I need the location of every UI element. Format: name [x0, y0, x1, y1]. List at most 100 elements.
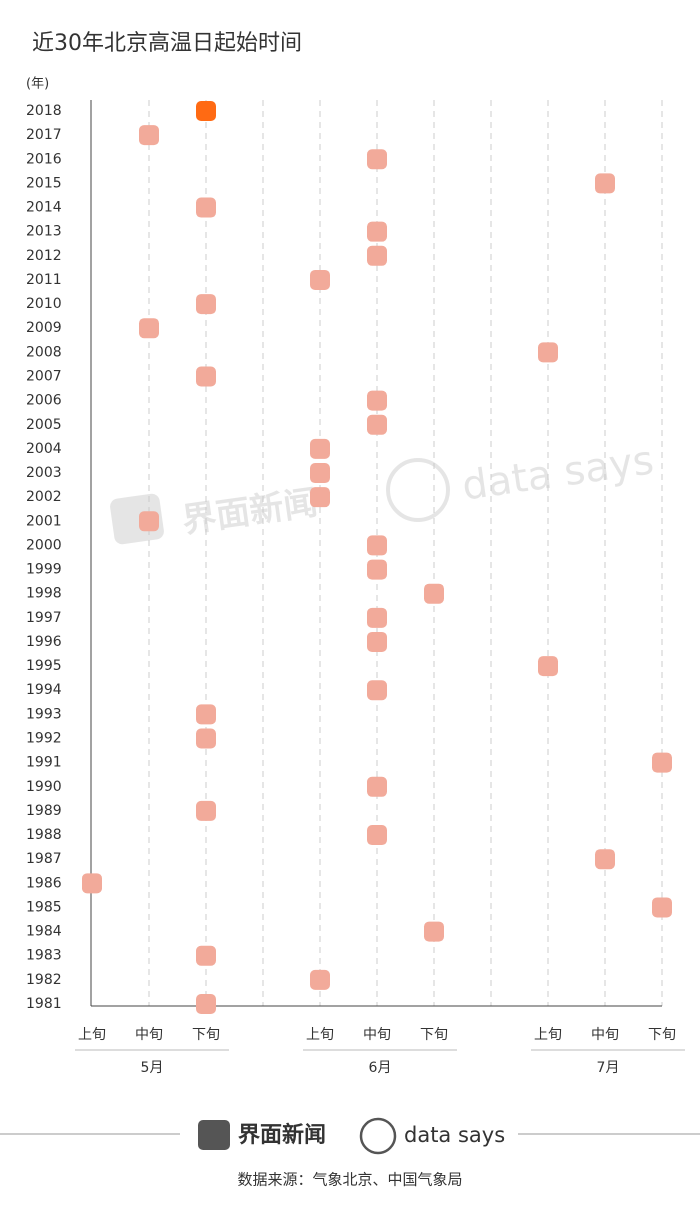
dot: [367, 825, 387, 846]
dot: [367, 149, 387, 170]
y-unit: (年): [26, 77, 49, 92]
y-tick-label: 2012: [26, 248, 62, 264]
group-label: 5月: [141, 1060, 164, 1076]
y-tick-label: 1991: [26, 755, 62, 771]
dot: [310, 969, 330, 990]
dot: [595, 849, 615, 870]
y-tick-label: 1992: [26, 731, 62, 747]
y-tick-label: 2009: [26, 320, 62, 336]
dot: [196, 945, 216, 966]
y-tick-label: 2002: [26, 489, 62, 505]
dot: [196, 728, 216, 749]
x-tick-label: 上旬: [534, 1027, 562, 1043]
dot: [652, 897, 672, 918]
source: 数据来源：气象北京、中国气象局: [237, 1171, 462, 1189]
dot: [310, 269, 330, 290]
y-tick-label: 2014: [26, 200, 62, 216]
y-tick-label: 2010: [26, 296, 62, 312]
y-tick-label: 2007: [26, 368, 62, 384]
dot: [367, 680, 387, 701]
y-tick-label: 2013: [26, 224, 62, 240]
y-tick-label: 2005: [26, 417, 62, 433]
watermark-partner: data says: [459, 437, 656, 509]
y-tick-label: 2018: [26, 103, 62, 119]
brand-icon: [198, 1120, 230, 1150]
watermark-icon: [110, 493, 164, 545]
dot: [367, 245, 387, 266]
x-tick-label: 中旬: [363, 1027, 391, 1043]
dot: [367, 559, 387, 580]
y-tick-label: 1988: [26, 827, 62, 843]
dot: [139, 318, 159, 339]
dot: [139, 511, 159, 532]
x-tick-label: 中旬: [591, 1027, 619, 1043]
dot: [367, 607, 387, 628]
y-tick-label: 1999: [26, 562, 62, 578]
dot: [196, 197, 216, 218]
dot: [310, 438, 330, 459]
y-tick-label: 1998: [26, 586, 62, 602]
y-tick-label: 2015: [26, 175, 62, 191]
dot: [424, 921, 444, 942]
y-tick-label: 2004: [26, 441, 62, 457]
group-label: 7月: [597, 1060, 620, 1076]
y-tick-label: 2001: [26, 513, 62, 529]
dot: [538, 656, 558, 677]
x-tick-label: 下旬: [192, 1027, 220, 1043]
y-tick-label: 1983: [26, 948, 62, 964]
dot: [310, 463, 330, 484]
dot: [367, 535, 387, 556]
y-tick-label: 1981: [26, 996, 62, 1012]
y-tick-label: 2008: [26, 344, 62, 360]
dot: [367, 414, 387, 435]
dot: [538, 342, 558, 363]
y-tick-label: 1996: [26, 634, 62, 650]
dot: [196, 294, 216, 315]
dot: [196, 704, 216, 725]
dot: [367, 390, 387, 411]
y-tick-label: 1990: [26, 779, 62, 795]
y-tick-label: 1989: [26, 803, 62, 819]
y-tick-label: 1993: [26, 706, 62, 722]
y-tick-label: 1984: [26, 924, 62, 940]
dot: [139, 125, 159, 146]
dot: [367, 631, 387, 652]
dot: [367, 221, 387, 242]
y-tick-label: 2016: [26, 151, 62, 167]
y-tick-label: 1985: [26, 899, 62, 915]
dot: [196, 800, 216, 821]
y-tick-label: 1995: [26, 658, 62, 674]
footer-brand: 界面新闻: [238, 1122, 326, 1148]
x-tick-label: 下旬: [648, 1027, 676, 1043]
y-tick-label: 1986: [26, 875, 62, 891]
y-tick-label: 1982: [26, 972, 62, 988]
x-tick-label: 下旬: [420, 1027, 448, 1043]
x-tick-label: 中旬: [135, 1027, 163, 1043]
dot: [424, 583, 444, 604]
y-tick-label: 1997: [26, 610, 62, 626]
watermark: 界面新闻 data says: [110, 437, 656, 545]
dot: [367, 776, 387, 797]
y-tick-label: 1987: [26, 851, 62, 867]
footer-partner: data says: [404, 1123, 505, 1147]
dot: [196, 366, 216, 387]
watermark-logo: [386, 458, 450, 522]
dot: [196, 101, 216, 121]
y-tick-label: 1994: [26, 682, 62, 698]
dot: [595, 173, 615, 194]
dot: [82, 873, 102, 894]
group-label: 6月: [369, 1060, 392, 1076]
x-tick-label: 上旬: [306, 1027, 334, 1043]
dot: [196, 994, 216, 1014]
y-tick-label: 2011: [26, 272, 62, 288]
y-tick-label: 2003: [26, 465, 62, 481]
x-tick-label: 上旬: [78, 1027, 106, 1043]
chart-title: 近30年北京高温日起始时间: [32, 31, 302, 56]
dot: [310, 487, 330, 508]
dot: [652, 752, 672, 773]
partner-logo: [359, 1117, 397, 1155]
watermark-brand: 界面新闻: [180, 483, 320, 542]
y-tick-label: 2000: [26, 537, 62, 553]
y-tick-label: 2006: [26, 393, 62, 409]
